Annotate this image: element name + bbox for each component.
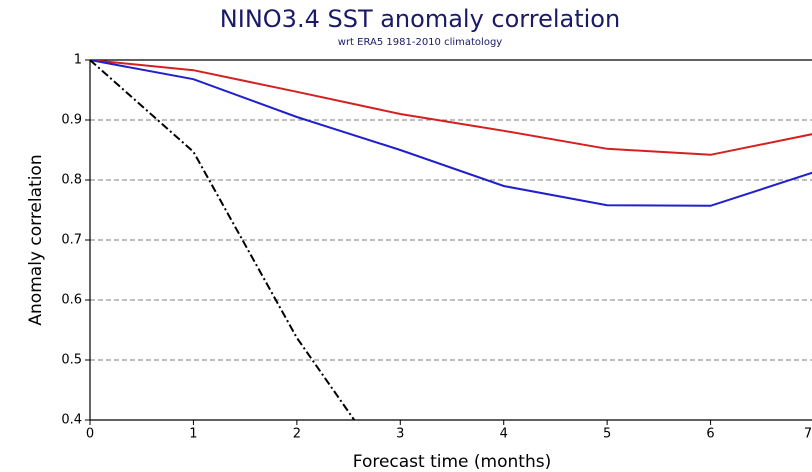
grid <box>90 59 812 361</box>
y-tick-label: 0.9 <box>61 113 82 128</box>
series-line <box>90 60 356 420</box>
x-axis-label: Forecast time (months) <box>353 452 551 472</box>
y-tick-label: 0.5 <box>61 353 82 368</box>
series-line <box>90 60 812 156</box>
x-tick-label: 2 <box>293 427 301 442</box>
x-tick-label: 5 <box>603 427 611 442</box>
plot-lines <box>90 60 812 420</box>
y-tick-label: 0.6 <box>61 293 82 308</box>
chart-title: NINO3.4 SST anomaly correlation <box>220 5 620 33</box>
x-tick-label: 0 <box>86 427 94 442</box>
x-tick-label: 3 <box>396 427 404 442</box>
axes: 0.4 0.5 0.6 0.7 0.8 0.9 1 0 1 2 3 4 5 6 7 <box>61 53 812 442</box>
y-tick-label: 0.4 <box>61 413 82 428</box>
x-tick-label: 4 <box>500 427 508 442</box>
x-tick-label: 1 <box>189 427 197 442</box>
y-tick-label: 0.8 <box>61 173 82 188</box>
series-line <box>90 60 812 207</box>
y-tick-label: 0.7 <box>61 233 82 248</box>
chart-subtitle: wrt ERA5 1981-2010 climatology <box>338 37 503 48</box>
y-axis-label: Anomaly correlation <box>26 154 46 325</box>
y-tick-label: 1 <box>74 53 82 68</box>
x-tick-label: 7 <box>804 427 812 442</box>
x-tick-label: 6 <box>706 427 714 442</box>
